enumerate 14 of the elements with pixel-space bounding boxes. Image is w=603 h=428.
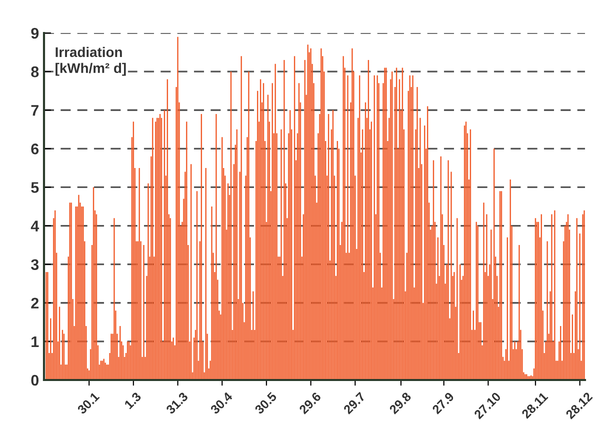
y-tick-label: 3 [30, 259, 39, 270]
y-tick-label: 1 [32, 336, 39, 347]
y-tick-label: 9 [31, 28, 39, 39]
y-tick-label: 6 [31, 144, 39, 154]
y-tick-label: 5 [31, 182, 39, 193]
y-tick-label: 0 [31, 374, 39, 386]
x-tick-label: 31.3 [165, 392, 188, 415]
y-axis-title: Irradiation [kWh/m² d] [56, 46, 126, 76]
y-tick-label: 7 [31, 105, 38, 116]
y-tick-label: 2 [31, 298, 39, 308]
x-tick-label: 30.1 [76, 392, 100, 415]
y-tick-label: 8 [31, 66, 39, 78]
x-tick-label: 1.3 [124, 392, 142, 410]
y-tick-label: 4 [30, 220, 40, 232]
